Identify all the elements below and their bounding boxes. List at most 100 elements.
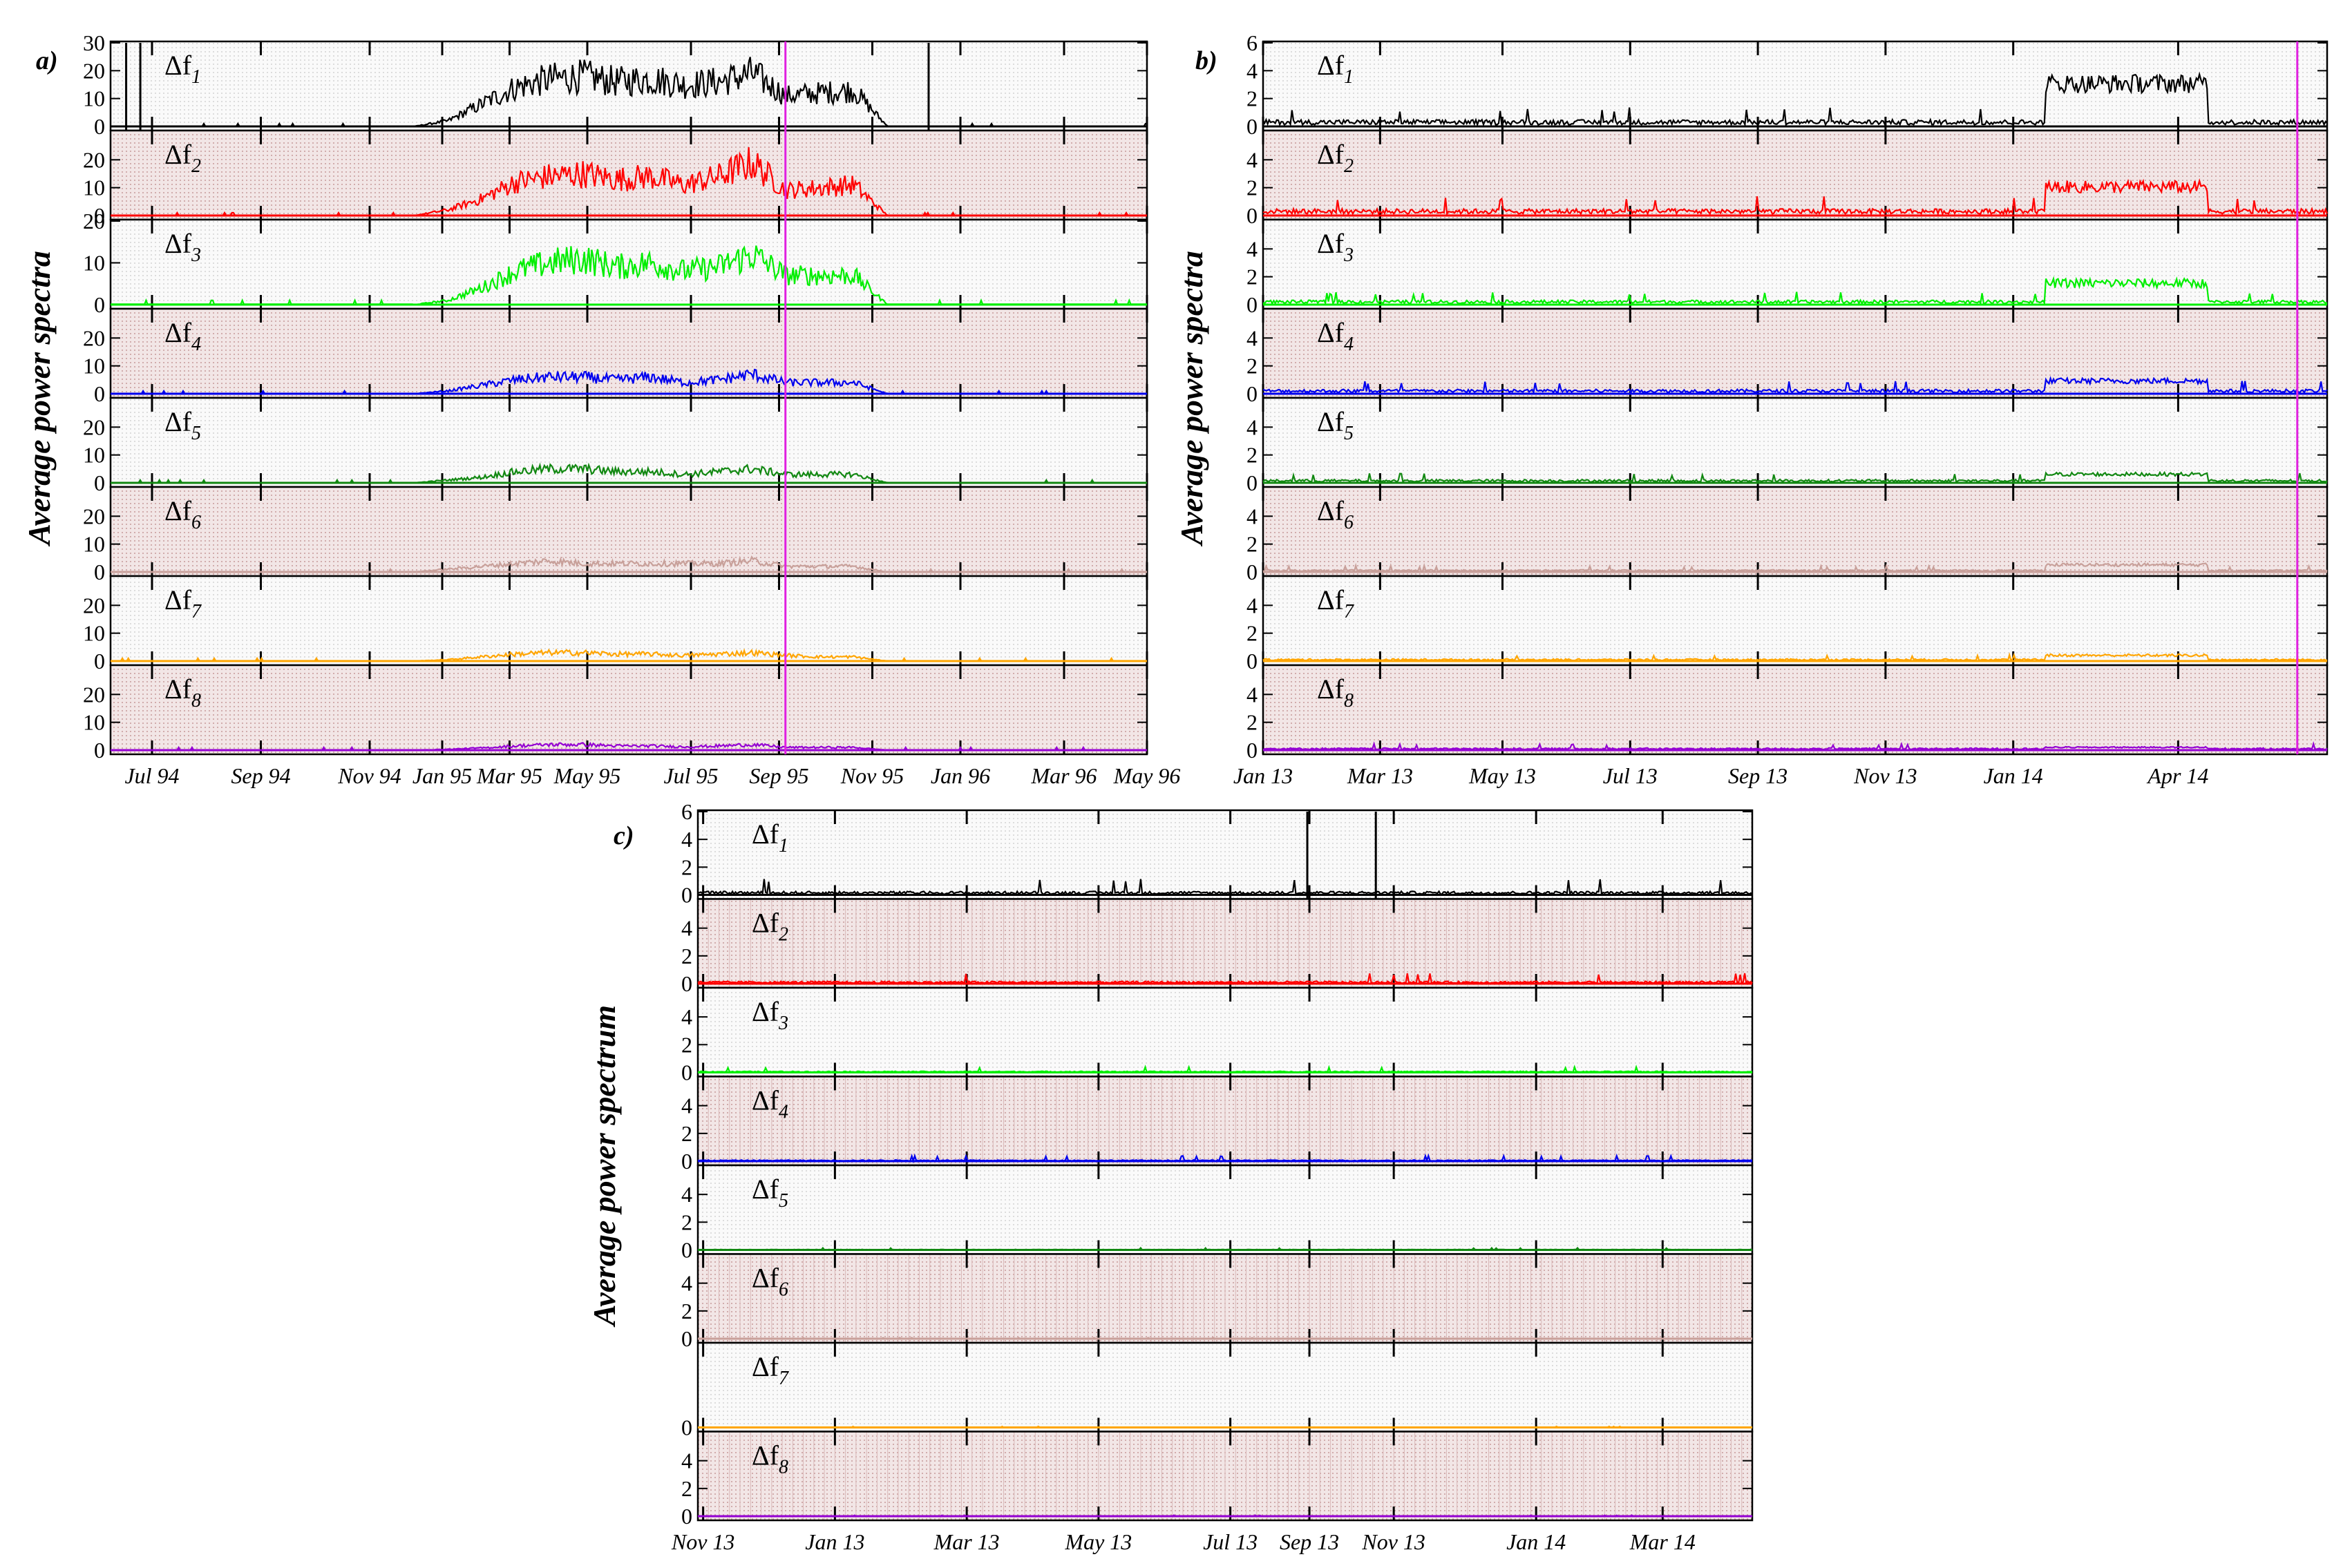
series-label: Δf6 bbox=[1317, 495, 1354, 533]
x-tick-label: Nov 13 bbox=[1853, 763, 1917, 788]
y-tick-label: 2 bbox=[1246, 175, 1258, 200]
y-tick-label: 2 bbox=[681, 1032, 692, 1057]
series-label: Δf5 bbox=[752, 1174, 788, 1212]
row-background bbox=[111, 131, 1147, 220]
series-label: Δf7 bbox=[1317, 584, 1354, 622]
x-tick-label: Mar 95 bbox=[476, 763, 542, 788]
y-tick-label: 4 bbox=[1246, 504, 1258, 528]
x-tick-label: Jul 94 bbox=[124, 763, 179, 788]
y-tick-label: 10 bbox=[83, 175, 105, 200]
row-background bbox=[1263, 220, 2327, 309]
y-tick-label: 10 bbox=[83, 354, 105, 379]
row-background bbox=[1263, 309, 2327, 398]
y-tick-label: 2 bbox=[681, 1210, 692, 1234]
x-tick-label: Sep 13 bbox=[1280, 1529, 1339, 1554]
x-tick-label: Mar 13 bbox=[933, 1529, 1000, 1554]
series-label: Δf7 bbox=[164, 584, 202, 622]
y-tick-label: 30 bbox=[83, 30, 105, 55]
row-5: 024 Δf5 bbox=[681, 1164, 1754, 1263]
y-tick-label: 0 bbox=[1246, 470, 1258, 495]
y-tick-label: 2 bbox=[681, 854, 692, 879]
row-background bbox=[1263, 665, 2327, 754]
series-label: Δf4 bbox=[1317, 317, 1354, 355]
row-8: 0 10 20 Δf8 bbox=[83, 664, 1148, 763]
series-label: Δf2 bbox=[1317, 139, 1354, 177]
row-1: 0 10 20 30 Δf1 bbox=[83, 30, 1148, 139]
x-tick-label: Jan 14 bbox=[1984, 763, 2043, 788]
x-tick-label: Nov 94 bbox=[337, 763, 401, 788]
y-tick-label: 0 bbox=[1246, 381, 1258, 406]
y-tick-label: 4 bbox=[1246, 325, 1258, 350]
y-tick-label: 10 bbox=[83, 710, 105, 735]
y-tick-label: 4 bbox=[1246, 58, 1258, 83]
y-tick-label: 4 bbox=[681, 1271, 692, 1296]
y-tick-label: 0 bbox=[681, 1149, 692, 1174]
y-tick-label: 4 bbox=[1246, 236, 1258, 261]
row-6: 0 2 4 Δf6 bbox=[1246, 486, 2329, 584]
y-tick-label: 4 bbox=[1246, 682, 1258, 707]
y-axis-label: Average power spectra bbox=[1174, 251, 1209, 547]
series-line bbox=[1262, 470, 2328, 484]
series-line bbox=[1262, 71, 2328, 128]
row-background bbox=[698, 810, 1752, 899]
y-tick-label: 10 bbox=[83, 251, 105, 276]
y-tick-label: 2 bbox=[1246, 265, 1258, 289]
row-6: 0 10 20 Δf6 bbox=[83, 486, 1148, 584]
x-tick-label: Mar 96 bbox=[1030, 763, 1097, 788]
y-tick-label: 2 bbox=[681, 1476, 692, 1501]
y-tick-label: 0 bbox=[1246, 738, 1258, 763]
y-tick-label: 0 bbox=[681, 1326, 692, 1351]
y-tick-label: 4 bbox=[681, 1004, 692, 1029]
y-tick-label: 0 bbox=[94, 738, 105, 763]
series-label: Δf2 bbox=[164, 139, 201, 177]
y-tick-label: 0 bbox=[94, 203, 105, 228]
y-axis-label: Average power spectra bbox=[21, 251, 57, 547]
row-2: 0 2 4 Δf2 bbox=[1246, 129, 2329, 228]
y-tick-label: 0 bbox=[94, 649, 105, 673]
row-frame bbox=[109, 664, 1148, 756]
y-tick-label: 2 bbox=[1246, 354, 1258, 379]
row-7: 0 2 4 Δf7 bbox=[1246, 575, 2329, 673]
row-background bbox=[1263, 487, 2327, 576]
y-tick-label: 0 bbox=[681, 1238, 692, 1263]
series-label: Δf7 bbox=[752, 1351, 789, 1389]
y-tick-label: 20 bbox=[83, 682, 105, 707]
row-background bbox=[111, 41, 1147, 131]
series-label: Δf8 bbox=[752, 1440, 788, 1478]
y-tick-label: 6 bbox=[681, 799, 692, 824]
y-tick-label: 2 bbox=[1246, 621, 1258, 646]
x-tick-label: Jan 95 bbox=[412, 763, 472, 788]
row-background bbox=[111, 576, 1147, 665]
series-line bbox=[1262, 178, 2329, 216]
y-tick-label: 20 bbox=[83, 58, 105, 83]
y-tick-label: 0 bbox=[1246, 292, 1258, 317]
panel-letter: c) bbox=[614, 821, 634, 850]
x-tick-label: Nov 95 bbox=[840, 763, 904, 788]
x-tick-label: May 95 bbox=[553, 763, 621, 788]
y-tick-label: 4 bbox=[681, 916, 692, 941]
x-tick-label: Sep 94 bbox=[231, 763, 290, 788]
x-tick-label: Jan 13 bbox=[805, 1529, 864, 1554]
row-2: 0 10 20 Δf2 bbox=[83, 129, 1148, 228]
row-4: 010 20 Δf4 bbox=[83, 307, 1148, 406]
row-4: 0 2 4 Δf4 bbox=[681, 1075, 1754, 1174]
y-tick-label: 0 bbox=[94, 292, 105, 317]
row-5: 024 Δf5 bbox=[1246, 396, 2329, 495]
y-tick-label: 0 bbox=[94, 470, 105, 495]
series-line bbox=[697, 879, 1753, 897]
y-tick-label: 2 bbox=[681, 1299, 692, 1323]
y-tick-label: 0 bbox=[1246, 114, 1258, 139]
row-background bbox=[111, 487, 1147, 576]
y-tick-label: 2 bbox=[681, 1121, 692, 1146]
row-5: 010 20 Δf5 bbox=[83, 396, 1148, 495]
x-tick-label: Apr 14 bbox=[2146, 763, 2208, 788]
y-tick-label: 0 bbox=[94, 381, 105, 406]
y-tick-label: 2 bbox=[1246, 532, 1258, 557]
x-tick-label: Nov 13 bbox=[1361, 1529, 1425, 1554]
y-tick-label: 20 bbox=[83, 593, 105, 618]
series-line bbox=[1262, 562, 2328, 573]
row-1: 0 24 6 Δf1 bbox=[681, 799, 1754, 908]
y-tick-label: 0 bbox=[681, 1415, 692, 1440]
